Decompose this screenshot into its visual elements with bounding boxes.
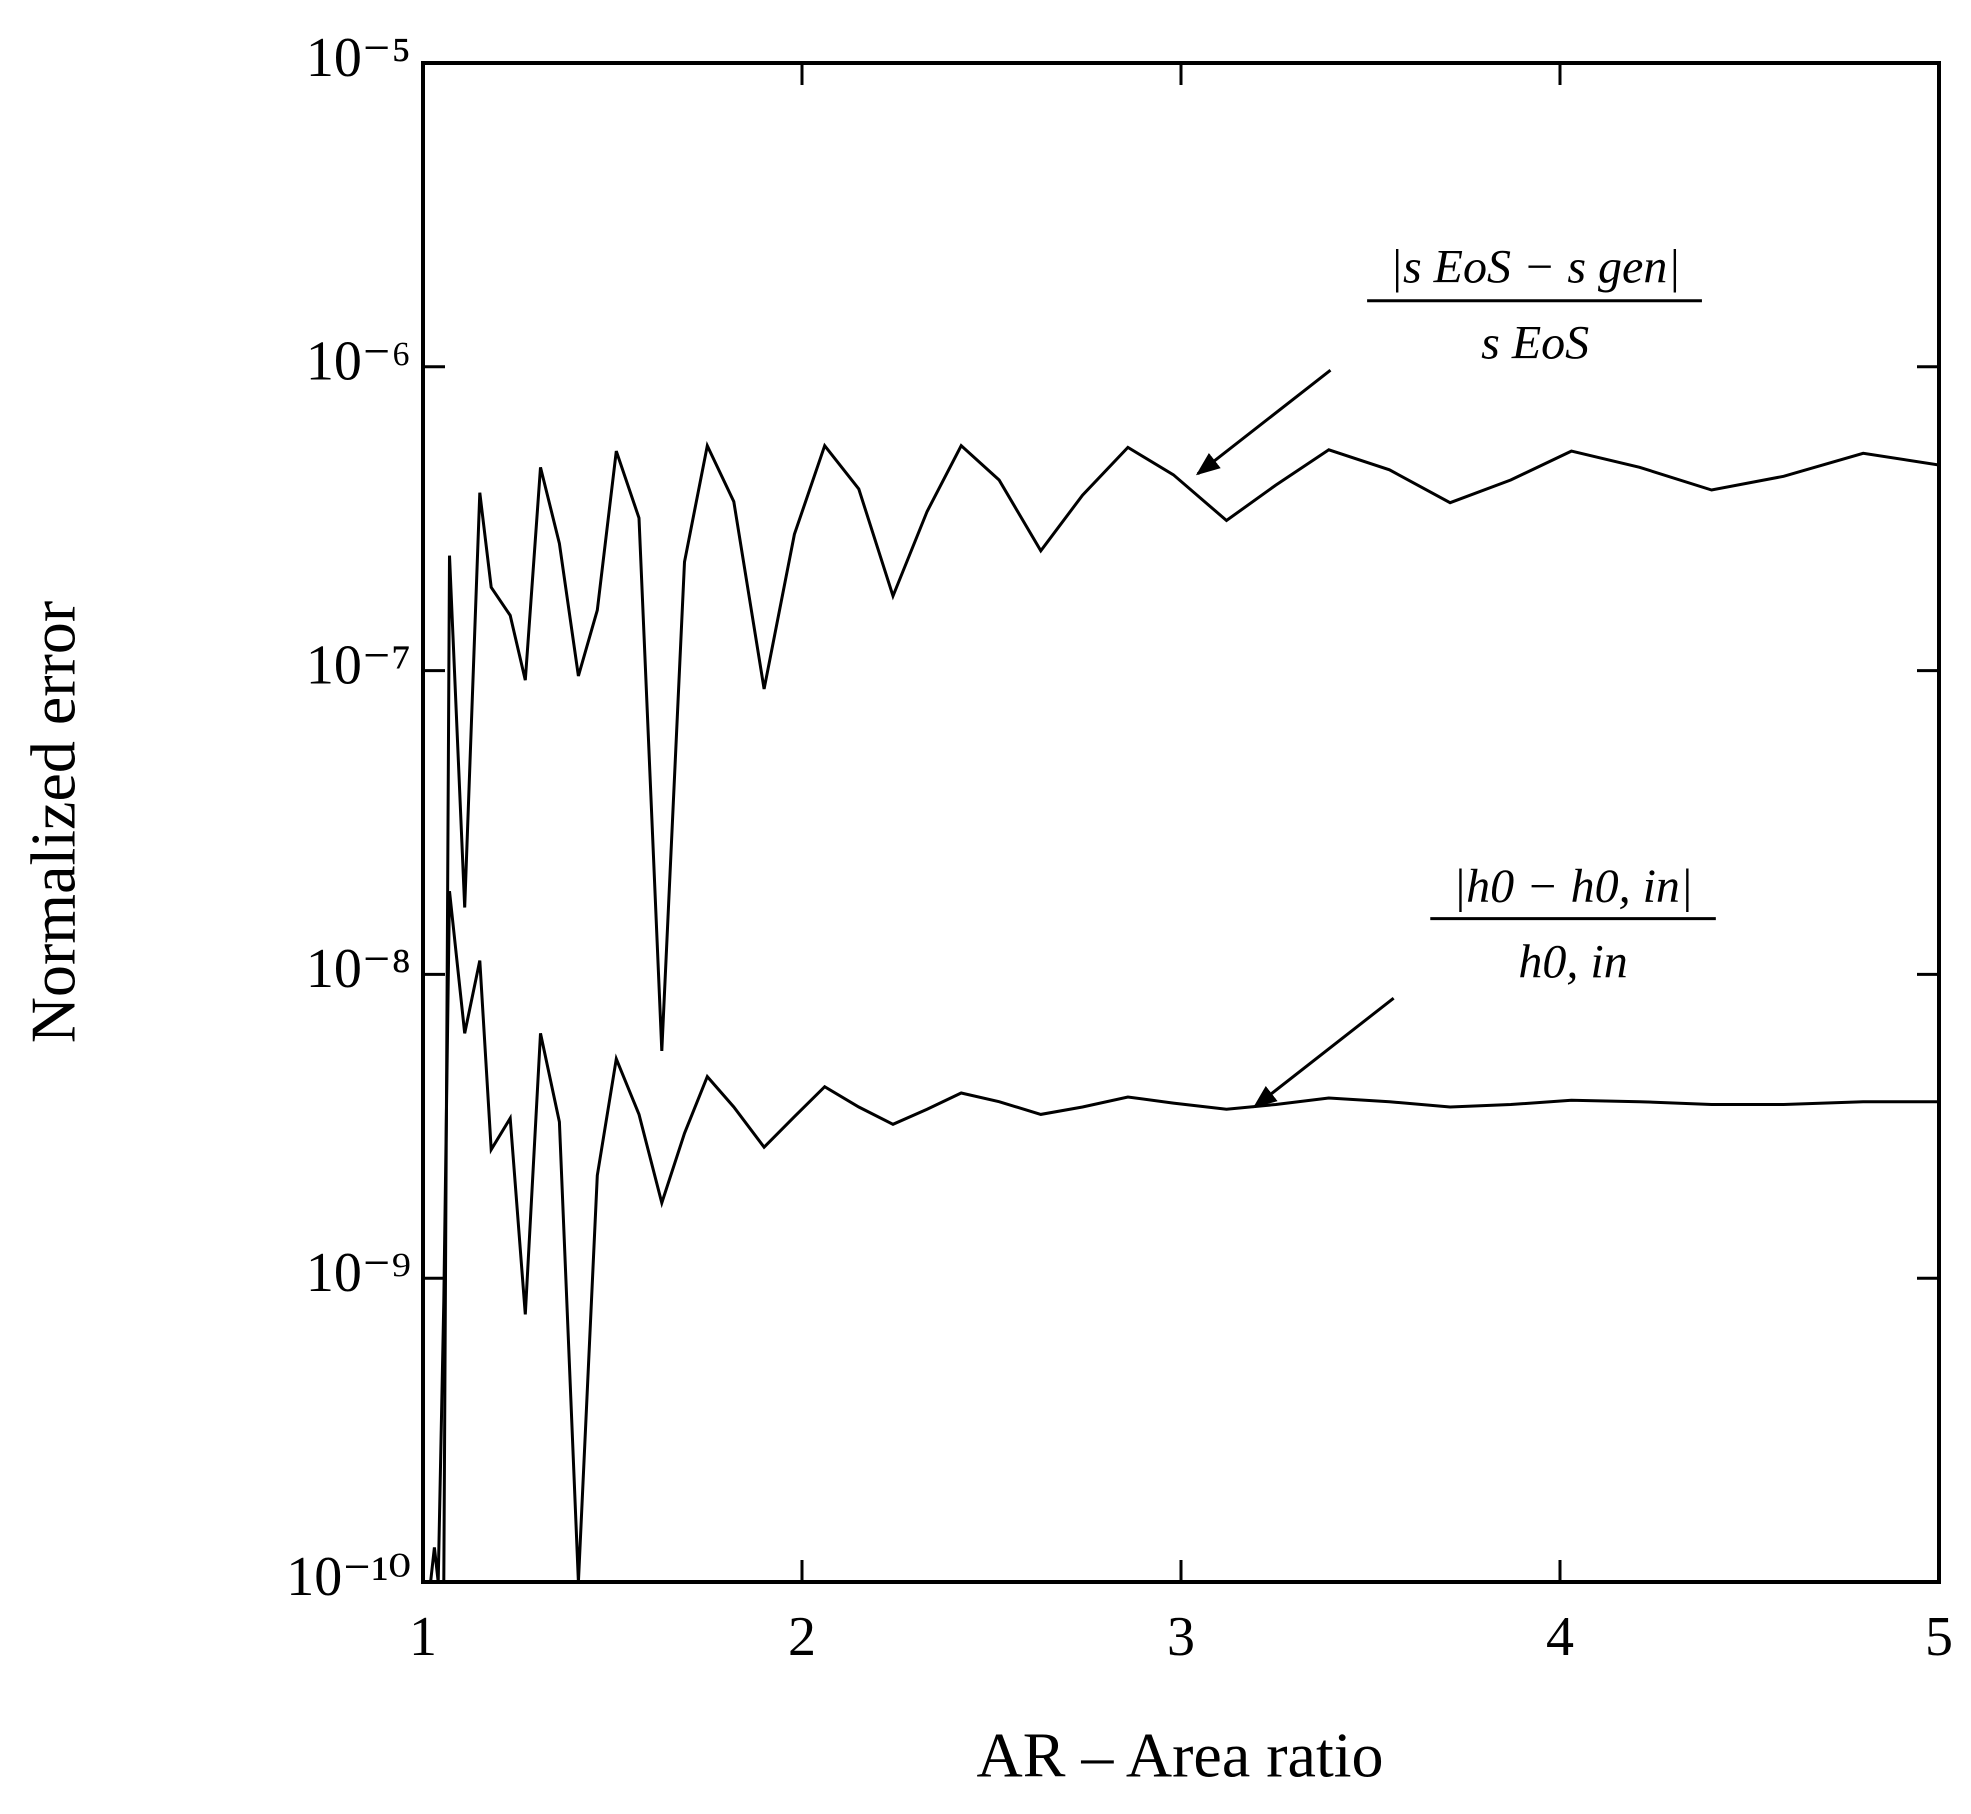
annotation-numerator: |s EoS − s gen| [1390, 241, 1681, 294]
y-tick-label: 10⁻¹⁰ [286, 1546, 411, 1608]
x-tick-label: 5 [1925, 1606, 1953, 1668]
annotation-denominator: h0, in [1518, 936, 1627, 989]
annotation-numerator: |h0 − h0, in| [1453, 860, 1693, 913]
y-tick-label: 10⁻⁵ [306, 27, 411, 89]
x-tick-label: 2 [788, 1606, 816, 1668]
y-tick-label: 10⁻⁸ [306, 938, 411, 1000]
annotation-denominator: s EoS [1481, 316, 1589, 369]
y-axis-label: Normalized error [18, 601, 89, 1043]
x-tick-label: 1 [409, 1606, 437, 1668]
y-tick-label: 10⁻⁶ [306, 331, 411, 393]
x-tick-label: 3 [1167, 1606, 1195, 1668]
annotation-arrow [1252, 996, 1395, 1109]
y-tick-label: 10⁻⁹ [306, 1242, 411, 1304]
y-tick-label: 10⁻⁷ [306, 634, 411, 696]
line-series [442, 440, 1939, 1582]
plot-area [429, 440, 1939, 1582]
annotation-arrow [1195, 369, 1332, 476]
plot-frame [421, 61, 1941, 1584]
line-series [429, 890, 1939, 1582]
x-tick-label: 4 [1546, 1606, 1574, 1668]
x-axis-label: AR – Area ratio [977, 1720, 1384, 1791]
